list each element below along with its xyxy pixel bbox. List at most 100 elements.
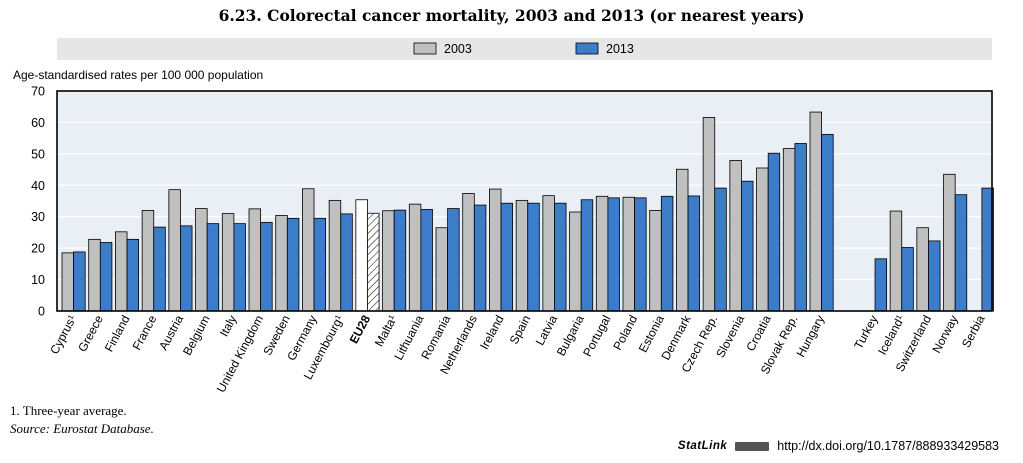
bar-2003 [649, 210, 662, 312]
bars [61, 111, 994, 312]
bar-2003 [782, 148, 796, 312]
x-tick-label: Turkey [851, 313, 880, 352]
bar-2003 [435, 227, 449, 312]
bar-2003 [275, 215, 288, 312]
x-tick-label: Malta¹ [372, 313, 400, 349]
bar-2013 [687, 195, 701, 312]
bar-2013 [340, 213, 353, 312]
bar-2003 [889, 210, 903, 312]
statlink[interactable]: StatLink http://dx.doi.org/10.1787/88893… [678, 439, 999, 453]
bar-2013 [367, 212, 380, 312]
bar-2003 [542, 195, 555, 312]
bar-2003 [622, 196, 636, 312]
bar-2003 [248, 208, 262, 312]
bar-2003 [462, 193, 475, 312]
bar-2003 [328, 199, 342, 312]
bar-2013 [527, 202, 540, 312]
bar-2003 [569, 211, 582, 312]
x-tick-label: Ireland [477, 313, 507, 352]
bar-2013 [233, 223, 246, 312]
bar-2013 [447, 208, 460, 312]
bar-2003 [221, 213, 235, 312]
bar-2013 [313, 217, 327, 312]
bar-2003 [302, 188, 315, 312]
footnote: 1. Three-year average. [10, 403, 127, 418]
bar-2013 [286, 217, 300, 312]
x-tick-label: Italy [217, 313, 240, 339]
legend: 2003 2013 [413, 42, 634, 56]
bar-2013 [874, 258, 888, 312]
bar-2003 [115, 231, 128, 312]
plot-frame [56, 90, 993, 312]
legend-swatch [413, 42, 437, 55]
y-tick-label: 30 [31, 210, 45, 224]
x-tick-label: Cyprus¹ [47, 313, 79, 357]
statlink-label: StatLink [677, 440, 728, 452]
bar-2003 [595, 195, 609, 312]
bar-2003 [141, 210, 155, 312]
bar-2003 [943, 173, 956, 312]
y-axis-label: Age-standardised rates per 100 000 popul… [13, 68, 263, 82]
bar-2013 [420, 209, 433, 312]
bar-2013 [794, 143, 807, 312]
y-tick-label: 20 [31, 242, 45, 256]
bar-2003 [195, 208, 208, 312]
legend-label: 2003 [444, 42, 472, 56]
x-tick-label: Latvia [533, 313, 561, 348]
y-axis: 0 10 20 30 40 50 60 70 [31, 85, 45, 319]
bar-2013 [126, 238, 140, 312]
x-tick-label: Norway [929, 313, 960, 355]
y-tick-label: 0 [38, 305, 45, 319]
bar-2013 [954, 194, 968, 312]
bar-2013 [473, 204, 487, 312]
y-tick-label: 40 [31, 179, 45, 193]
bar-2013 [660, 195, 674, 312]
bar-2013 [928, 240, 941, 312]
statlink-url[interactable]: http://dx.doi.org/10.1787/888933429583 [777, 439, 999, 453]
legend-band [57, 38, 992, 60]
bar-2003 [676, 168, 689, 312]
x-tick-label: Serbia [959, 313, 988, 350]
bar-2003 [809, 111, 823, 312]
legend-swatch [575, 42, 599, 55]
bar-2013 [73, 251, 86, 312]
x-tick-label: Spain [507, 313, 534, 347]
bar-2003 [916, 227, 929, 312]
bar-2013 [901, 247, 914, 312]
bar-2003 [355, 199, 368, 312]
bar-2013 [260, 221, 273, 312]
bar-2013 [767, 152, 781, 312]
bar-2013 [153, 226, 166, 312]
statlink-logo-icon [735, 441, 770, 451]
y-tick-label: 60 [31, 116, 45, 130]
y-tick-label: 10 [31, 273, 45, 287]
bar-2003 [729, 160, 742, 312]
bar-2003 [382, 210, 395, 312]
bar-2003 [88, 238, 101, 312]
bar-2013 [206, 223, 220, 312]
y-tick-label: 70 [31, 85, 45, 99]
bar-2013 [99, 242, 113, 312]
bar-2013 [741, 180, 754, 312]
bar-2003 [168, 189, 181, 312]
bar-2003 [702, 117, 716, 312]
x-tick-label: EU28 [347, 313, 374, 346]
bar-2013 [393, 209, 407, 312]
y-tick-label: 50 [31, 147, 45, 161]
legend-label: 2013 [606, 42, 634, 56]
bar-2013 [580, 199, 594, 312]
bar-2013 [634, 197, 647, 312]
bar-2013 [714, 187, 727, 312]
bar-2013 [500, 202, 514, 312]
x-tick-label: France [129, 313, 159, 353]
bar-2003 [61, 252, 75, 312]
bar-2003 [489, 188, 502, 312]
chart-title: 6.23. Colorectal cancer mortality, 2003 … [218, 6, 805, 25]
bar-2013 [607, 197, 620, 312]
bar-2003 [515, 199, 529, 312]
bar-2003 [756, 167, 769, 312]
bar-2013 [554, 202, 567, 312]
bar-2013 [180, 225, 193, 312]
bar-2003 [408, 203, 422, 312]
